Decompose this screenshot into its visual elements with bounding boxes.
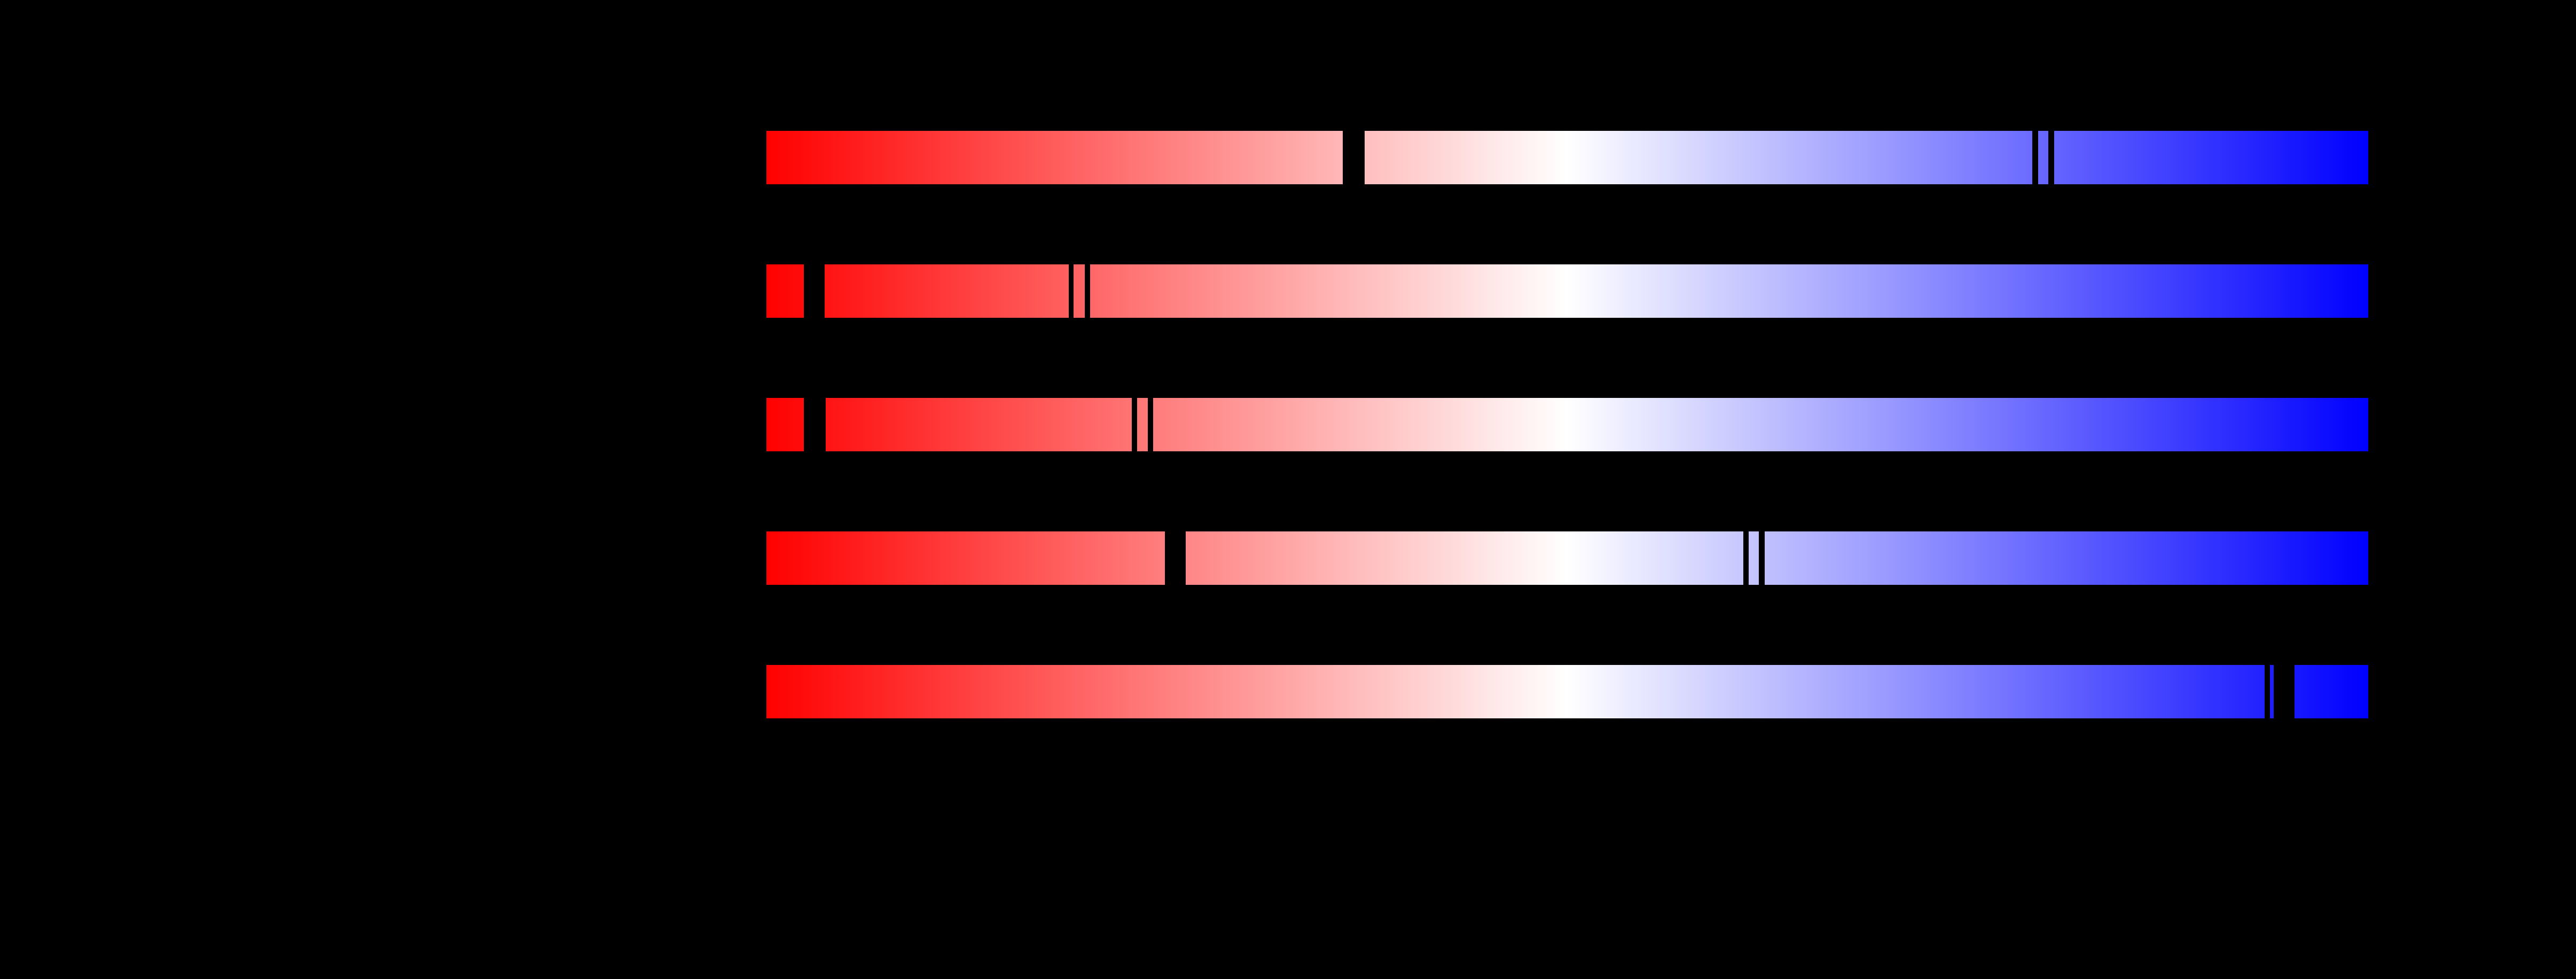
thick-gap-marker [1165, 531, 1186, 585]
gradient-bar-row-5 [766, 664, 2368, 718]
thin-line-marker [1068, 264, 1074, 318]
gradient-bar-row-4 [766, 531, 2368, 585]
thin-line-marker [1148, 398, 1153, 451]
gradient-bar-row-2 [766, 264, 2368, 318]
thin-line-marker [2048, 130, 2054, 184]
thick-gap-marker [803, 398, 826, 451]
thick-gap-marker [2274, 664, 2295, 718]
thin-line-marker [1743, 531, 1749, 585]
gradient-bar-row-3 [766, 398, 2368, 451]
thick-gap-marker [803, 264, 825, 318]
thin-line-marker [2264, 664, 2270, 718]
thin-line-marker [2032, 130, 2038, 184]
thin-line-marker [1132, 398, 1137, 451]
thin-line-marker [1758, 531, 1765, 585]
thick-gap-marker [1343, 130, 1365, 184]
thin-line-marker [1084, 264, 1091, 318]
gradient-bar-row-1 [766, 130, 2368, 184]
